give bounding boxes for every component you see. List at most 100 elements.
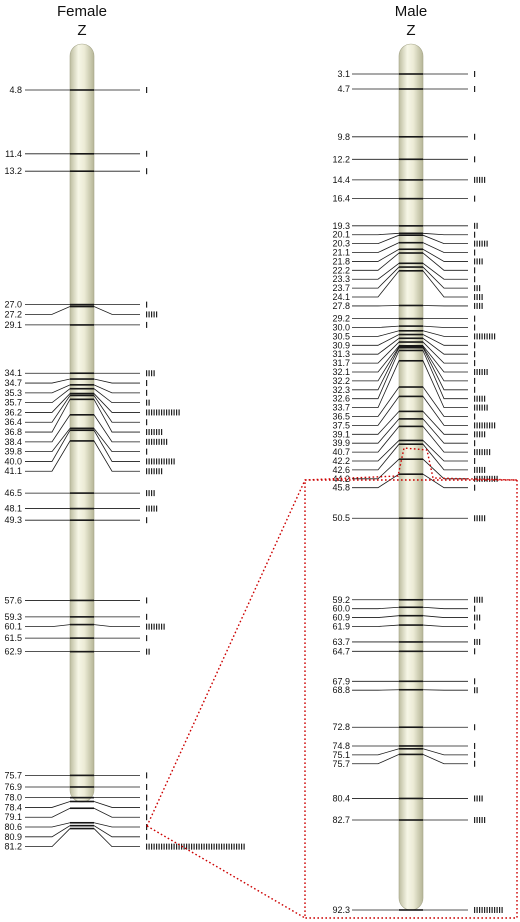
female-marker-tick — [161, 458, 163, 465]
male-marker-tick — [479, 515, 481, 522]
male-position-label: 30.0 — [332, 323, 350, 333]
male-marker-tick — [494, 475, 496, 482]
female-marker-line-38-4 — [25, 414, 140, 443]
female-marker-tick — [153, 505, 155, 512]
female-marker-tick — [148, 311, 150, 318]
male-position-label: 14.4 — [332, 175, 350, 185]
zoom-connector-top — [146, 447, 518, 827]
female-marker-line-35-3 — [25, 384, 140, 394]
male-marker-tick — [474, 440, 476, 447]
male-marker-tick — [479, 176, 481, 183]
female-chromosome: 4.811.413.227.027.229.134.134.735.335.73… — [4, 43, 245, 852]
female-marker-tick — [168, 458, 170, 465]
female-marker-tick — [148, 458, 150, 465]
female-marker-tick — [163, 623, 165, 630]
female-marker-tick — [203, 843, 205, 850]
male-marker-tick — [491, 333, 493, 340]
female-marker-tick — [243, 843, 245, 850]
female-marker-tick — [171, 409, 173, 416]
male-marker-tick — [481, 294, 483, 301]
female-marker-tick — [173, 843, 175, 850]
female-position-label: 79.1 — [4, 812, 22, 822]
female-marker-tick — [156, 438, 158, 445]
female-position-label: 35.7 — [4, 398, 22, 408]
female-marker-tick — [201, 843, 203, 850]
male-marker-tick — [484, 404, 486, 411]
female-position-label: 76.9 — [4, 782, 22, 792]
male-marker-tick — [479, 817, 481, 824]
female-marker-tick — [151, 409, 153, 416]
female-marker-line-80-6 — [25, 822, 140, 828]
male-marker-tick — [479, 466, 481, 473]
male-marker-tick — [474, 431, 476, 438]
male-marker-tick — [481, 404, 483, 411]
male-marker-tick — [494, 906, 496, 913]
female-marker-tick — [166, 438, 168, 445]
male-marker-tick — [476, 294, 478, 301]
male-marker-tick — [476, 422, 478, 429]
female-marker-line-41-1 — [25, 440, 140, 472]
female-marker-tick — [146, 648, 148, 655]
male-marker-tick — [479, 795, 481, 802]
male-marker-tick — [474, 751, 476, 758]
female-marker-tick — [151, 429, 153, 436]
male-position-label: 32.3 — [332, 385, 350, 395]
female-marker-tick — [146, 824, 148, 831]
female-marker-tick — [158, 468, 160, 475]
female-marker-tick — [146, 490, 148, 497]
female-marker-tick — [153, 438, 155, 445]
male-marker-line-24-1 — [352, 270, 468, 298]
female-marker-tick — [153, 843, 155, 850]
male-marker-tick — [474, 267, 476, 274]
female-marker-tick — [146, 468, 148, 475]
male-position-label: 64.7 — [332, 646, 350, 656]
female-marker-line-60-1 — [25, 624, 140, 628]
female-position-label: 39.8 — [4, 447, 22, 457]
female-marker-tick — [186, 843, 188, 850]
male-position-label: 4.7 — [337, 84, 350, 94]
male-position-label: 33.7 — [332, 403, 350, 413]
male-marker-tick — [479, 638, 481, 645]
male-marker-tick — [474, 333, 476, 340]
male-marker-line-75-1 — [352, 748, 468, 756]
male-marker-line-20-1 — [352, 232, 468, 236]
female-marker-tick — [178, 409, 180, 416]
female-marker-tick — [193, 843, 195, 850]
male-marker-line-31-7 — [352, 341, 468, 364]
male-marker-tick — [479, 431, 481, 438]
female-marker-tick — [161, 843, 163, 850]
male-marker-tick — [474, 596, 476, 603]
male-marker-tick — [484, 176, 486, 183]
female-marker-tick — [148, 429, 150, 436]
female-marker-tick — [146, 814, 148, 821]
male-marker-tick — [474, 133, 476, 140]
female-marker-tick — [238, 843, 240, 850]
male-marker-line-39-1 — [352, 410, 468, 435]
male-marker-tick — [476, 369, 478, 376]
male-position-label: 27.8 — [332, 301, 350, 311]
male-marker-line-36-5 — [352, 386, 468, 417]
male-marker-tick — [481, 369, 483, 376]
male-marker-tick — [476, 404, 478, 411]
male-marker-tick — [474, 475, 476, 482]
female-position-label: 27.0 — [4, 300, 22, 310]
male-marker-tick — [484, 369, 486, 376]
male-marker-tick — [474, 466, 476, 473]
female-marker-tick — [153, 623, 155, 630]
male-marker-tick — [481, 302, 483, 309]
male-marker-tick — [474, 156, 476, 163]
male-marker-tick — [474, 249, 476, 256]
female-marker-tick — [146, 783, 148, 790]
male-marker-tick — [476, 466, 478, 473]
male-position-label: 74.8 — [332, 741, 350, 751]
female-chromosome-body — [69, 43, 95, 803]
male-position-label: 21.8 — [332, 256, 350, 266]
male-position-label: 42.2 — [332, 456, 350, 466]
male-marker-tick — [476, 638, 478, 645]
male-marker-tick — [476, 596, 478, 603]
male-marker-tick — [474, 222, 476, 229]
male-marker-tick — [501, 906, 503, 913]
female-marker-tick — [146, 409, 148, 416]
female-position-label: 78.4 — [4, 802, 22, 812]
